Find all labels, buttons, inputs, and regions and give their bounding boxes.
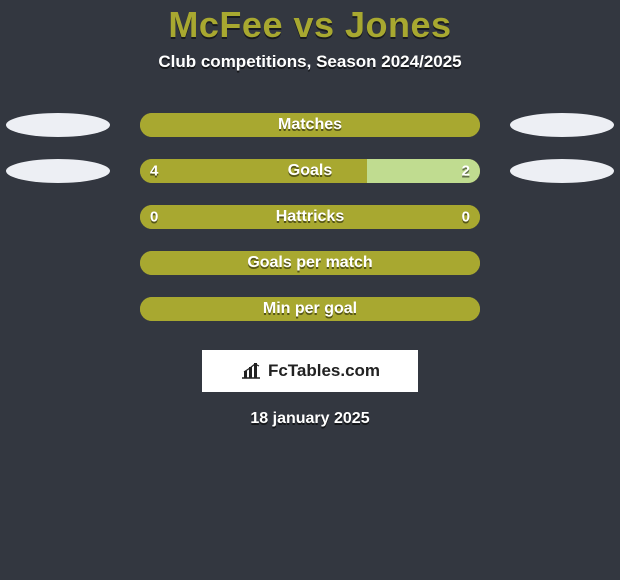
stat-bar: Min per goal	[140, 297, 480, 321]
stat-bar: Goals per match	[140, 251, 480, 275]
stat-bar: Matches	[140, 113, 480, 137]
stat-value-left: 4	[150, 163, 158, 180]
bar-left-fill	[140, 205, 480, 229]
bar-left-fill	[140, 159, 367, 183]
stat-bar: Goals42	[140, 159, 480, 183]
stat-row: Goals per match	[0, 240, 620, 286]
left-oval	[6, 159, 110, 183]
comparison-card: McFee vs Jones Club competitions, Season…	[0, 0, 620, 580]
right-oval	[510, 113, 614, 137]
source-label: FcTables.com	[268, 361, 380, 381]
stat-value-right: 0	[462, 209, 470, 226]
bar-left-fill	[140, 251, 480, 275]
stat-value-right: 2	[462, 163, 470, 180]
stat-value-left: 0	[150, 209, 158, 226]
subtitle: Club competitions, Season 2024/2025	[0, 52, 620, 72]
snapshot-date: 18 january 2025	[0, 410, 620, 428]
stat-rows: MatchesGoals42Hattricks00Goals per match…	[0, 102, 620, 332]
stat-row: Hattricks00	[0, 194, 620, 240]
stat-row: Goals42	[0, 148, 620, 194]
stat-row: Min per goal	[0, 286, 620, 332]
bar-chart-icon	[240, 362, 262, 380]
source-badge[interactable]: FcTables.com	[202, 350, 418, 392]
bar-left-fill	[140, 113, 480, 137]
page-title: McFee vs Jones	[0, 4, 620, 46]
stat-bar: Hattricks00	[140, 205, 480, 229]
right-oval	[510, 159, 614, 183]
bar-left-fill	[140, 297, 480, 321]
left-oval	[6, 113, 110, 137]
stat-row: Matches	[0, 102, 620, 148]
